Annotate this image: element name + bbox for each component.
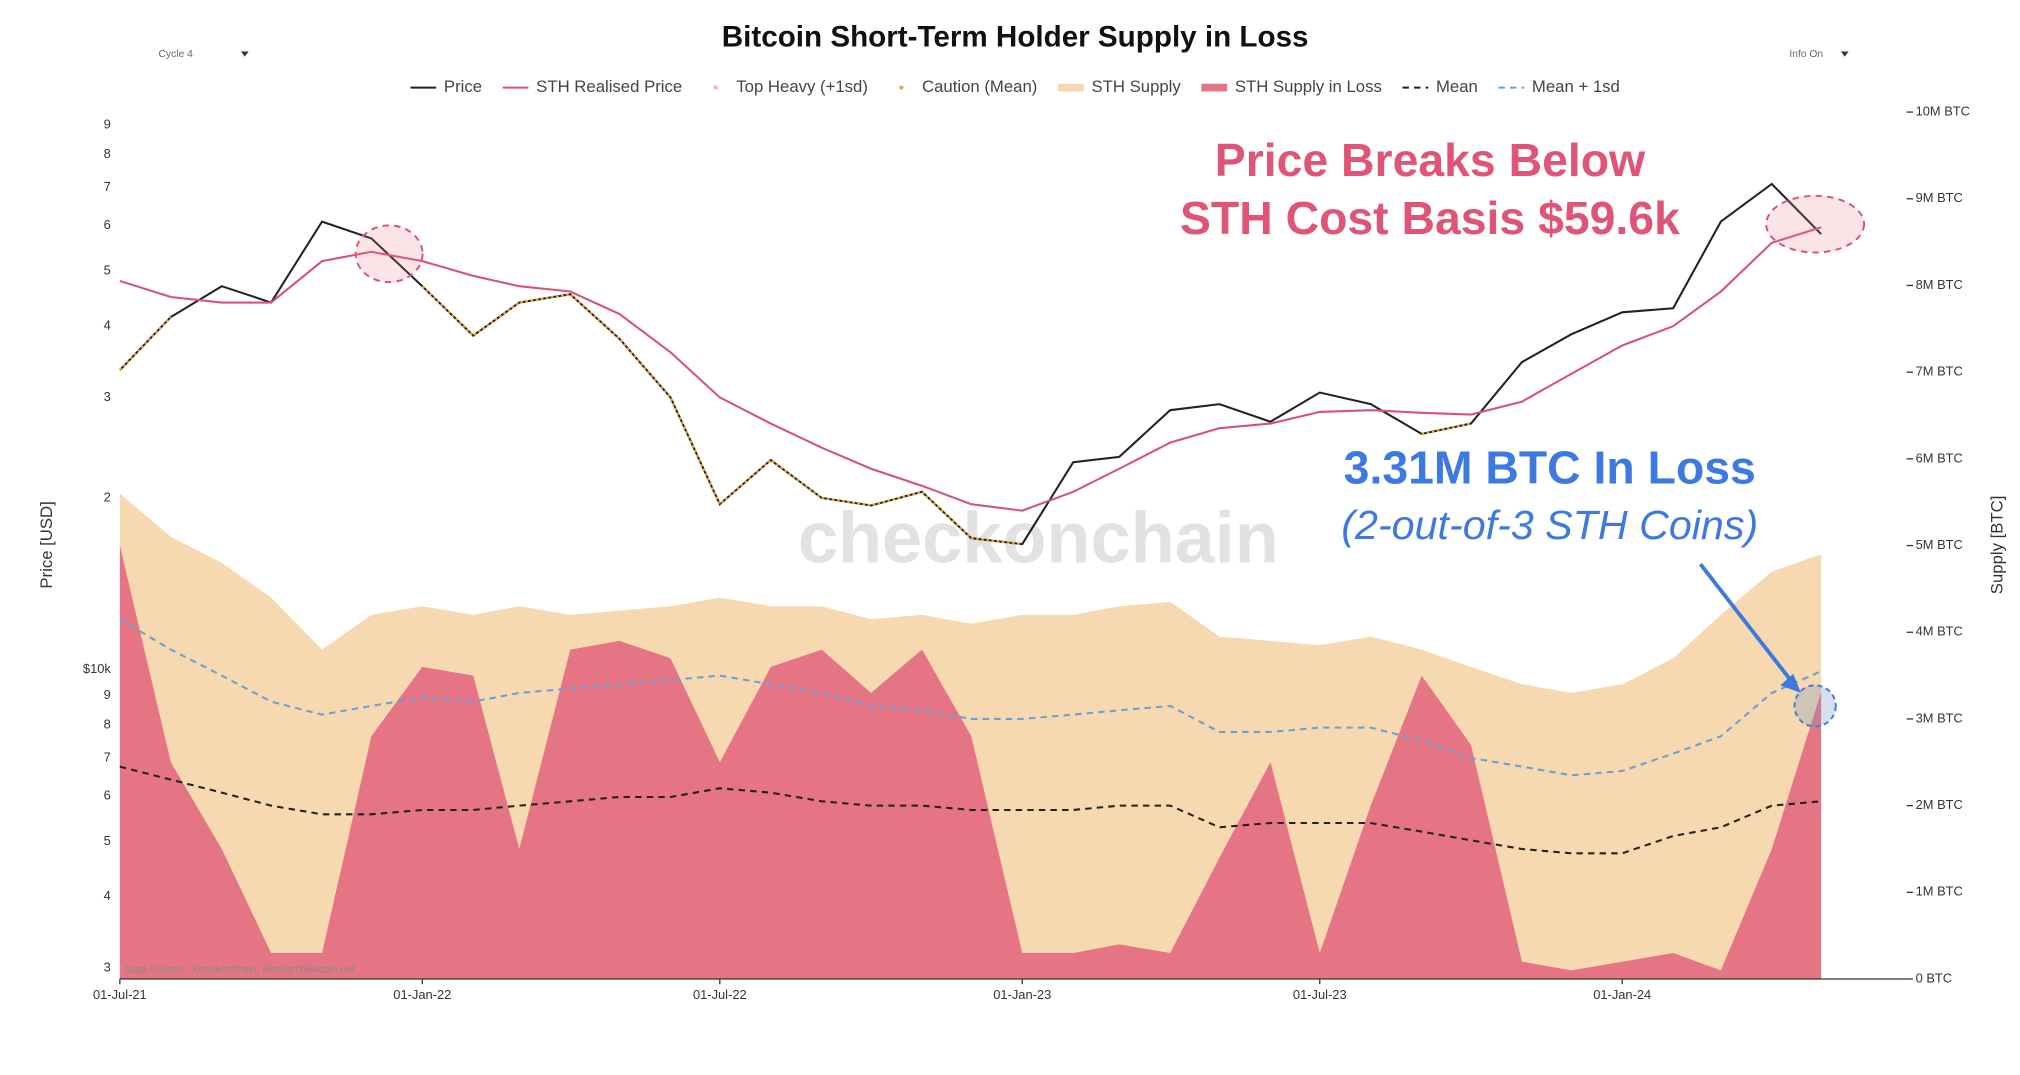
highlight-circle xyxy=(354,224,424,284)
legend-swatch xyxy=(713,85,718,90)
y2-tick-label: 4M BTC xyxy=(1916,624,1963,639)
legend-label: Mean + 1sd xyxy=(1532,77,1620,96)
legend-label: Mean xyxy=(1436,77,1478,96)
y-tick-label: $10k xyxy=(83,661,111,676)
x-tick-label: 01-Jan-23 xyxy=(993,987,1051,1002)
x-tick-label: 01-Jan-24 xyxy=(1593,987,1651,1002)
x-tick-label: 01-Jul-23 xyxy=(1293,987,1347,1002)
arrow xyxy=(1698,563,1793,682)
y-axis-title: Price [USD] xyxy=(37,501,56,588)
y2-tick-label: 9M BTC xyxy=(1916,190,1963,205)
legend-swatch xyxy=(899,85,904,90)
dropdown[interactable]: Info On xyxy=(1789,49,1849,60)
y2-tick-label: 6M BTC xyxy=(1916,450,1963,465)
y-tick-label: 8 xyxy=(104,716,111,731)
annotation: 3.31M BTC In Loss xyxy=(1344,442,1756,494)
dashed-line xyxy=(119,765,1822,855)
source-note: Data Source: _checkonchain, ResearchBitc… xyxy=(125,965,355,976)
y-tick-label: 3 xyxy=(104,959,111,974)
dashed-line xyxy=(119,618,1822,777)
chart-title: Bitcoin Short-Term Holder Supply in Loss xyxy=(722,20,1309,53)
legend: Price STH Realised Price Top Heavy (+1sd) C… xyxy=(410,77,1620,96)
dropdown-caret[interactable] xyxy=(240,51,249,57)
y-tick-label: 6 xyxy=(104,788,111,803)
legend-label: STH Supply in Loss xyxy=(1235,77,1382,96)
y-tick-label: 3 xyxy=(104,389,111,404)
y-tick-label: 7 xyxy=(104,179,111,194)
highlight-circle xyxy=(1765,194,1866,254)
y2-tick-label: 10M BTC xyxy=(1916,103,1970,118)
lines xyxy=(119,182,1822,855)
x-tick-label: 01-Jan-22 xyxy=(393,987,451,1002)
y2-tick-label: 2M BTC xyxy=(1916,797,1963,812)
legend-label: STH Realised Price xyxy=(536,77,682,96)
dropdown[interactable]: Cycle 4 xyxy=(159,49,249,60)
annotation: STH Cost Basis $59.6k xyxy=(1180,192,1680,244)
y2-axis-title: Supply [BTC] xyxy=(1987,496,2006,595)
legend-swatch xyxy=(1201,83,1228,92)
y-tick-label: 2 xyxy=(104,489,111,504)
line xyxy=(119,182,1822,546)
x-tick-label: 01-Jul-21 xyxy=(93,987,147,1002)
dropdown-label[interactable]: Info On xyxy=(1789,49,1823,60)
axes: 01-Jul-21 01-Jan-22 01-Jul-22 01-Jan-23 01-J… xyxy=(83,103,1970,1002)
y-tick-label: 4 xyxy=(104,888,111,903)
legend-label: Caution (Mean) xyxy=(922,77,1037,96)
y-tick-label: 5 xyxy=(104,833,111,848)
annotation: Price Breaks Below xyxy=(1215,134,1646,186)
annotation: (2-out-of-3 STH Coins) xyxy=(1341,502,1758,548)
y2-tick-label: 7M BTC xyxy=(1916,364,1963,379)
highlight-circle xyxy=(1793,684,1837,728)
y-tick-label: 9 xyxy=(104,117,111,132)
y-tick-label: 4 xyxy=(104,318,111,333)
x-tick-label: 01-Jul-22 xyxy=(693,987,747,1002)
y2-tick-label: 5M BTC xyxy=(1916,537,1963,552)
y-tick-label: 9 xyxy=(104,687,111,702)
legend-label: Price xyxy=(444,77,482,96)
areas xyxy=(119,493,1822,980)
arrow-head xyxy=(1780,673,1801,694)
legend-swatch xyxy=(1057,83,1084,92)
y-tick-label: 6 xyxy=(104,217,111,232)
y2-tick-label: 0 BTC xyxy=(1916,970,1953,985)
watermark: checkonchain xyxy=(798,499,1279,579)
y-tick-label: 5 xyxy=(104,262,111,277)
y2-tick-label: 3M BTC xyxy=(1916,710,1963,725)
dropdown-caret[interactable] xyxy=(1840,51,1849,57)
dropdown-label[interactable]: Cycle 4 xyxy=(159,49,194,60)
area xyxy=(119,545,1822,980)
y2-tick-label: 1M BTC xyxy=(1916,884,1963,899)
legend-label: Top Heavy (+1sd) xyxy=(736,77,868,96)
legend-label: STH Supply xyxy=(1091,77,1181,96)
y-tick-label: 8 xyxy=(104,146,111,161)
line xyxy=(119,226,1822,512)
y2-tick-label: 8M BTC xyxy=(1916,277,1963,292)
y-tick-label: 7 xyxy=(104,749,111,764)
